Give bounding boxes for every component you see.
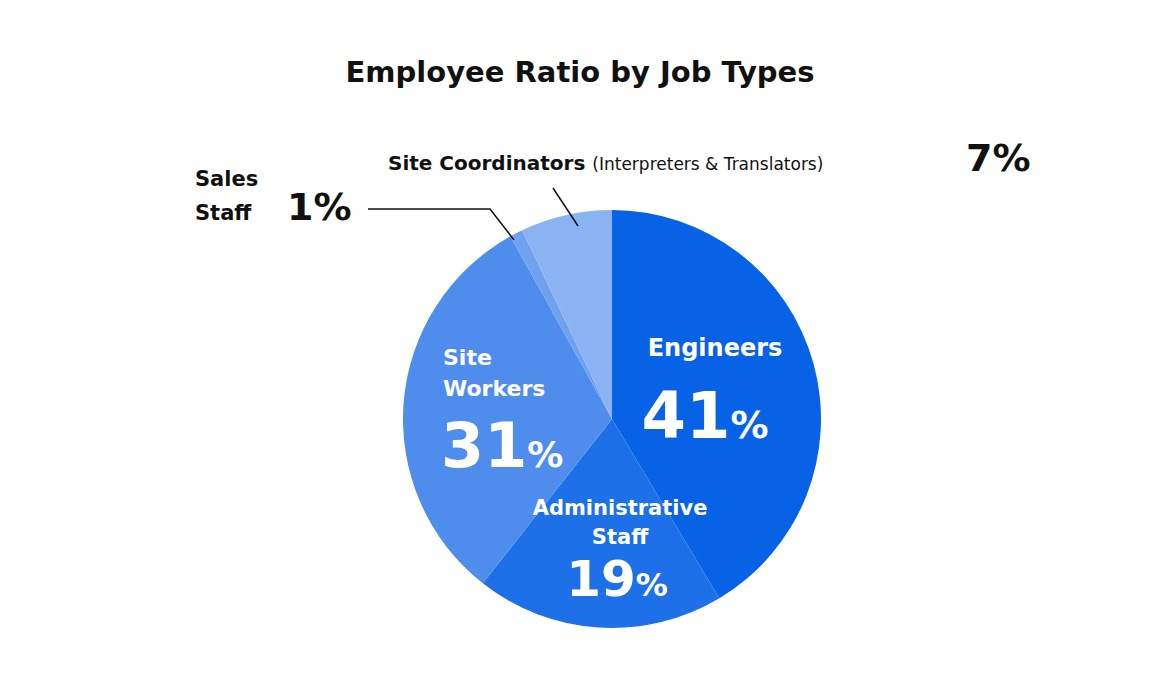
- data-label: 19%: [566, 550, 668, 608]
- leader-line: [553, 188, 578, 226]
- label-unit: %: [527, 434, 563, 475]
- label-line: Workers: [443, 376, 545, 401]
- label-number: 31: [441, 409, 527, 482]
- data-label: 41%: [641, 379, 768, 453]
- label-line: Engineers: [648, 334, 783, 362]
- data-label: 1%: [287, 185, 352, 229]
- label-part: Site Coordinators: [388, 151, 592, 175]
- category-label: Engineers: [648, 334, 783, 362]
- label-line: Staff: [592, 525, 649, 549]
- label-line: Site: [443, 345, 492, 370]
- label-number: 19: [566, 550, 636, 608]
- category-label: Site Workers: [443, 345, 545, 401]
- label-unit: %: [313, 185, 351, 229]
- label-line: Administrative: [533, 496, 708, 520]
- label-unit: %: [992, 136, 1030, 180]
- category-label: Site Coordinators (Interpreters & Transl…: [388, 151, 823, 175]
- labels: Engineers41%AdministrativeStaff19%SiteWo…: [195, 136, 1031, 608]
- label-unit: %: [730, 403, 768, 447]
- leader-line: [368, 209, 514, 240]
- chart: Employee Ratio by Job Types Engineers 41% A…: [0, 0, 1168, 688]
- label-number: 1: [287, 185, 313, 229]
- title: Employee Ratio by Job Types: [346, 55, 815, 89]
- label-unit: %: [636, 566, 668, 604]
- label-line: Staff: [195, 201, 252, 225]
- label-line: Sales: [195, 167, 258, 191]
- category-label: Administrative Staff: [533, 496, 708, 549]
- label-part: (Interpreters & Translators): [592, 154, 823, 174]
- category-label: Sales Staff: [195, 167, 258, 225]
- data-label: 31%: [441, 409, 563, 482]
- slices: [403, 210, 821, 628]
- label-number: 7: [966, 136, 992, 180]
- data-label: 7%: [966, 136, 1031, 180]
- label-number: 41: [641, 379, 730, 453]
